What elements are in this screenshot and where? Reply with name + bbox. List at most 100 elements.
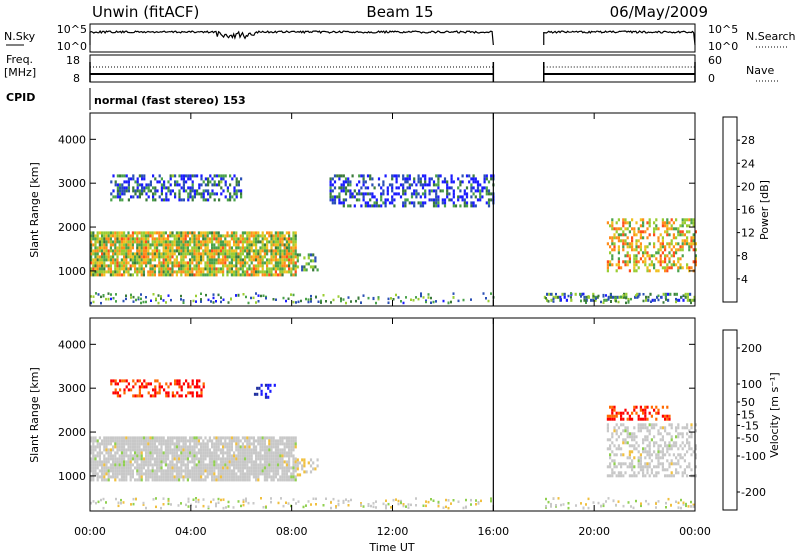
heatmap-cell xyxy=(158,261,161,265)
heatmap-cell xyxy=(312,265,315,269)
heatmap-cell xyxy=(241,261,244,265)
heatmap-cell xyxy=(255,469,258,473)
heatmap-cell xyxy=(160,460,163,464)
heatmap-cell xyxy=(189,252,192,256)
heatmap-cell xyxy=(435,300,437,303)
heatmap-cell xyxy=(270,478,273,482)
heatmap-cell xyxy=(270,234,273,238)
heatmap-cell xyxy=(679,456,682,460)
heatmap-cell xyxy=(167,469,170,473)
heatmap-cell xyxy=(145,261,148,265)
heatmap-cell xyxy=(257,439,260,443)
heatmap-cell xyxy=(145,442,148,446)
heatmap-cell xyxy=(109,249,112,253)
heatmap-cell xyxy=(266,264,269,268)
heatmap-cell xyxy=(405,505,407,508)
heatmap-cell xyxy=(367,503,370,506)
heatmap-cell xyxy=(281,252,284,256)
heatmap-cell xyxy=(338,198,341,202)
heatmap-cell xyxy=(661,224,664,228)
heatmap-cell xyxy=(694,444,697,448)
heatmap-cell xyxy=(90,240,93,244)
heatmap-cell xyxy=(184,249,187,253)
heatmap-cell xyxy=(120,439,123,443)
heatmap-cell xyxy=(664,414,667,418)
heatmap-cell xyxy=(252,234,255,238)
heatmap-cell xyxy=(200,478,203,482)
heatmap-cell xyxy=(611,417,614,421)
heatmap-cell xyxy=(412,299,415,302)
heatmap-cell xyxy=(123,258,126,262)
heatmap-cell xyxy=(92,234,95,238)
heatmap-cell xyxy=(138,246,141,250)
heatmap-cell xyxy=(680,296,682,299)
heatmap-cell xyxy=(208,255,211,259)
heatmap-cell xyxy=(178,460,181,464)
heatmap-cell xyxy=(653,441,656,445)
heatmap-cell xyxy=(646,254,649,258)
heatmap-cell xyxy=(171,255,174,259)
heatmap-cell xyxy=(472,180,475,184)
heatmap-cell xyxy=(277,252,280,256)
heatmap-cell xyxy=(149,382,152,386)
heatmap-cell xyxy=(118,445,121,449)
heatmap-cell xyxy=(670,462,673,466)
heatmap-cell xyxy=(675,444,678,448)
heatmap-cell xyxy=(296,265,299,269)
heatmap-cell xyxy=(90,466,93,470)
heatmap-cell xyxy=(182,243,185,247)
heatmap-cell xyxy=(664,257,667,261)
heatmap-cell xyxy=(138,475,141,479)
heatmap-cell xyxy=(200,472,203,476)
heatmap-cell xyxy=(430,189,433,193)
heatmap-cell xyxy=(322,504,325,507)
heatmap-cell xyxy=(653,230,656,234)
heatmap-cell xyxy=(246,460,249,464)
heatmap-cell xyxy=(298,461,302,465)
heatmap-cell xyxy=(563,292,566,296)
heatmap-cell xyxy=(644,251,647,255)
heatmap-cell xyxy=(246,246,249,250)
heatmap-cell xyxy=(560,299,562,302)
heatmap-cell xyxy=(206,466,209,470)
heatmap-cell xyxy=(651,298,654,302)
heatmap-cell xyxy=(485,201,488,205)
noise-tick-left-low: 10^0 xyxy=(57,40,87,53)
heatmap-cell xyxy=(384,201,387,205)
heatmap-cell xyxy=(443,204,447,208)
heatmap-cell xyxy=(632,506,635,510)
heatmap-cell xyxy=(160,445,163,449)
heatmap-cell xyxy=(373,186,376,190)
heatmap-cell xyxy=(252,475,255,479)
heatmap-cell xyxy=(224,451,227,455)
heatmap-cell xyxy=(156,240,159,244)
heatmap-cell xyxy=(195,234,198,238)
heatmap-cell xyxy=(255,448,258,452)
heatmap-cell xyxy=(222,234,225,238)
heatmap-cell xyxy=(107,249,110,253)
heatmap-cell xyxy=(235,183,238,187)
heatmap-cell xyxy=(211,231,214,235)
heatmap-cell xyxy=(635,263,638,267)
heatmap-cell xyxy=(661,435,664,439)
heatmap-cell xyxy=(620,295,622,299)
heatmap-cell xyxy=(215,231,218,235)
heatmap-cell xyxy=(692,239,695,243)
heatmap-cell xyxy=(118,448,121,452)
heatmap-cell xyxy=(164,270,167,274)
heatmap-cell xyxy=(206,249,209,253)
heatmap-cell xyxy=(160,442,163,446)
heatmap-cell xyxy=(255,457,258,461)
heatmap-cell xyxy=(617,435,620,439)
heatmap-cell xyxy=(241,264,244,268)
heatmap-cell xyxy=(189,469,192,473)
heatmap-cell xyxy=(215,451,218,455)
heatmap-cell xyxy=(446,183,449,187)
heatmap-cell xyxy=(485,297,487,300)
heatmap-cell xyxy=(186,457,189,461)
heatmap-cell xyxy=(288,240,291,244)
heatmap-cell xyxy=(646,426,649,430)
heatmap-cell xyxy=(292,300,295,304)
heatmap-cell xyxy=(681,426,684,430)
heatmap-cell xyxy=(661,266,664,270)
